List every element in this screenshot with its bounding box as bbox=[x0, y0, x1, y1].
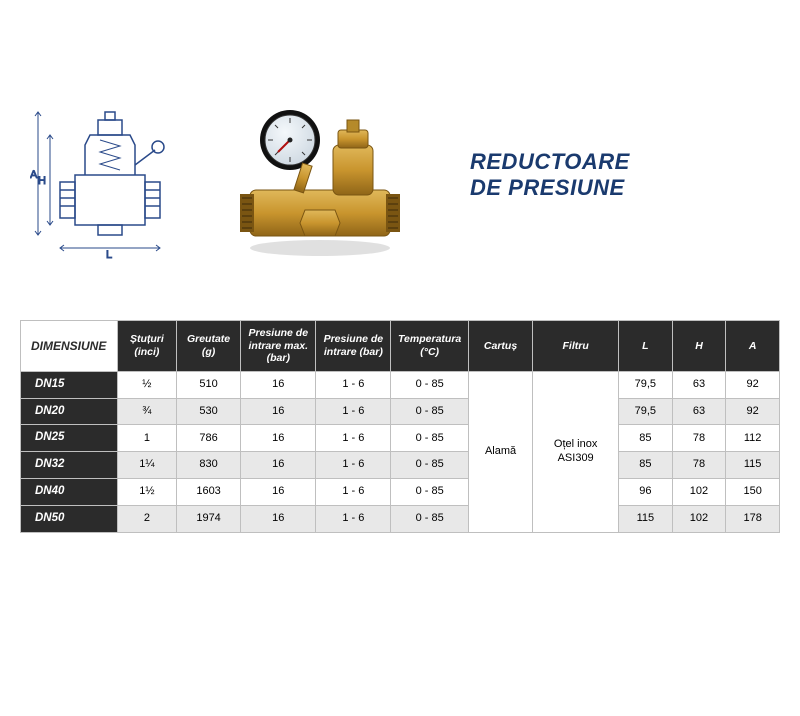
table-row: DN50 2 1974 16 1 - 6 0 - 85 115 102 178 bbox=[21, 505, 780, 532]
header-temperatura: Temperatura(°C) bbox=[391, 321, 468, 372]
cell-gre: 510 bbox=[176, 371, 240, 398]
technical-diagram: H A L bbox=[30, 90, 200, 260]
table-row: DN25 1 786 16 1 - 6 0 - 85 85 78 112 bbox=[21, 425, 780, 452]
dim-label-l: L bbox=[106, 249, 112, 260]
cell-cartus-merged: Alamă bbox=[468, 371, 532, 532]
cell-dim: DN25 bbox=[21, 425, 118, 452]
header-filtru: Filtru bbox=[533, 321, 619, 372]
cell-dim: DN50 bbox=[21, 505, 118, 532]
table-row: DN15 ½ 510 16 1 - 6 0 - 85 Alamă Oțel in… bbox=[21, 371, 780, 398]
cell-a: 92 bbox=[726, 371, 780, 398]
hero-row: H A L bbox=[20, 90, 780, 260]
header-presiune-intrare: Presiune deintrare (bar) bbox=[316, 321, 391, 372]
cell-dim: DN20 bbox=[21, 398, 118, 425]
cell-pint: 1 - 6 bbox=[316, 371, 391, 398]
header-presiune-max: Presiune deintrare max.(bar) bbox=[241, 321, 316, 372]
cell-filtru-merged: Oțel inoxASI309 bbox=[533, 371, 619, 532]
header-l: L bbox=[619, 321, 673, 372]
cell-pmax: 16 bbox=[241, 371, 316, 398]
page-title: REDUCTOARE DE PRESIUNE bbox=[440, 149, 770, 201]
cell-temp: 0 - 85 bbox=[391, 371, 468, 398]
table-body: DN15 ½ 510 16 1 - 6 0 - 85 Alamă Oțel in… bbox=[21, 371, 780, 532]
table-header-row: DIMENSIUNE Ștuțuri(inci) Greutate(g) Pre… bbox=[21, 321, 780, 372]
product-photo bbox=[220, 90, 420, 260]
header-a: A bbox=[726, 321, 780, 372]
header-dimensiune: DIMENSIUNE bbox=[21, 321, 118, 372]
cell-stut: ½ bbox=[117, 371, 176, 398]
cell-l: 79,5 bbox=[619, 371, 673, 398]
spec-table: DIMENSIUNE Ștuțuri(inci) Greutate(g) Pre… bbox=[20, 320, 780, 533]
header-stuturi: Ștuțuri(inci) bbox=[117, 321, 176, 372]
cell-dim: DN40 bbox=[21, 478, 118, 505]
header-cartus: Cartuș bbox=[468, 321, 532, 372]
header-h: H bbox=[672, 321, 726, 372]
header-greutate: Greutate(g) bbox=[176, 321, 240, 372]
table-row: DN32 1¼ 830 16 1 - 6 0 - 85 85 78 115 bbox=[21, 452, 780, 479]
title-line-1: REDUCTOARE bbox=[470, 149, 770, 175]
cell-dim: DN32 bbox=[21, 452, 118, 479]
cell-dim: DN15 bbox=[21, 371, 118, 398]
dim-label-a: A bbox=[30, 169, 38, 181]
table-row: DN40 1½ 1603 16 1 - 6 0 - 85 96 102 150 bbox=[21, 478, 780, 505]
cell-h: 63 bbox=[672, 371, 726, 398]
dim-label-h: H bbox=[38, 175, 46, 187]
table-row: DN20 ¾ 530 16 1 - 6 0 - 85 79,5 63 92 bbox=[21, 398, 780, 425]
title-line-2: DE PRESIUNE bbox=[470, 175, 770, 201]
